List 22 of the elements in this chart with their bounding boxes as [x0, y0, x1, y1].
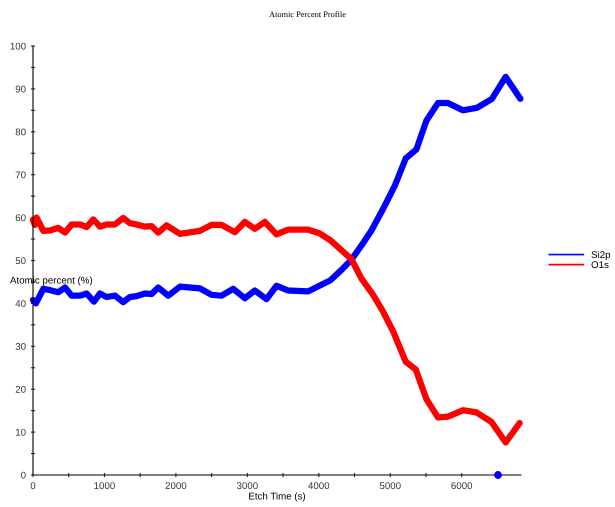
x-tick-label: 1000: [94, 482, 115, 490]
y-tick-label: 60: [16, 214, 26, 222]
y-tick-label: 80: [16, 128, 26, 136]
chart-title: Atomic Percent Profile: [269, 11, 346, 18]
x-tick-label: 3000: [236, 482, 258, 490]
legend-label: Si2p: [592, 250, 610, 260]
y-tick-label: 30: [16, 343, 26, 350]
x-tick-label: 0: [30, 482, 36, 490]
y-tick-label: 100: [10, 42, 26, 50]
x-tick-label: 6000: [451, 482, 472, 490]
x-tick-label: 2000: [166, 482, 186, 490]
y-tick-label: 90: [16, 86, 26, 93]
y-tick-label: 0: [21, 472, 26, 479]
y-tick-label: 40: [15, 300, 26, 308]
legend-label: O1s: [592, 261, 609, 268]
y-tick-label: 10: [16, 428, 26, 436]
x-tick-label: 4000: [308, 482, 330, 490]
y-tick-label: 70: [16, 171, 26, 178]
x-axis-title: Etch Time (s): [249, 492, 306, 502]
y-tick-label: 50: [16, 257, 26, 264]
y-tick-label: 20: [16, 386, 26, 393]
x-tick-label: 5000: [380, 482, 401, 490]
